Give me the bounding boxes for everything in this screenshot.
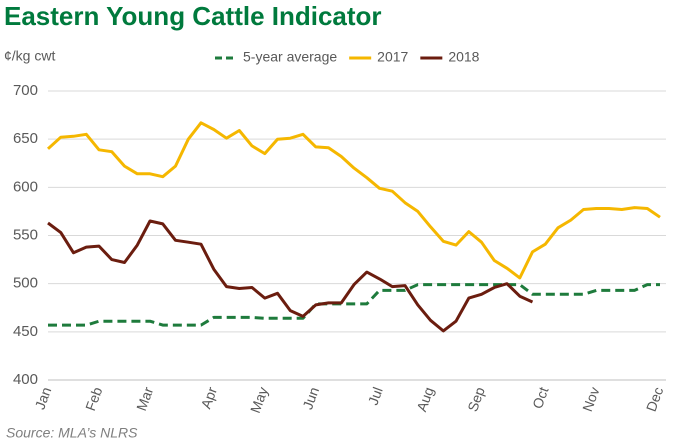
legend-label: 5-year average — [243, 49, 337, 65]
legend-label: 2017 — [377, 49, 408, 65]
series-line — [48, 283, 660, 327]
x-tick-label: Mar — [133, 385, 156, 413]
legend-label: 2018 — [448, 49, 479, 65]
y-tick-label: 650 — [13, 130, 38, 147]
x-tick-label: Dec — [643, 385, 667, 414]
x-tick-label: Jul — [365, 385, 386, 407]
x-tick-label: May — [247, 385, 271, 415]
x-tick-label: Oct — [529, 385, 552, 411]
x-tick-label: Feb — [82, 385, 105, 413]
x-tick-label: Aug — [413, 385, 437, 414]
x-tick-label: Nov — [579, 385, 603, 414]
y-tick-label: 550 — [13, 226, 38, 243]
y-tick-label: 700 — [13, 82, 38, 99]
x-tick-label: Jun — [299, 385, 322, 412]
x-tick-label: Jan — [32, 385, 55, 412]
chart-title: Eastern Young Cattle Indicator — [4, 1, 382, 31]
series-line — [46, 121, 661, 280]
x-tick-label: Sep — [464, 385, 488, 414]
series-line — [47, 219, 534, 333]
source-note: Source: MLA’s NLRS — [6, 425, 138, 441]
y-tick-label: 600 — [13, 178, 38, 195]
y-axis-label: ¢/kg cwt — [4, 48, 55, 64]
y-tick-label: 450 — [13, 323, 38, 340]
x-tick-label: Apr — [198, 385, 221, 411]
y-tick-label: 500 — [13, 275, 38, 292]
y-tick-label: 400 — [13, 371, 38, 388]
